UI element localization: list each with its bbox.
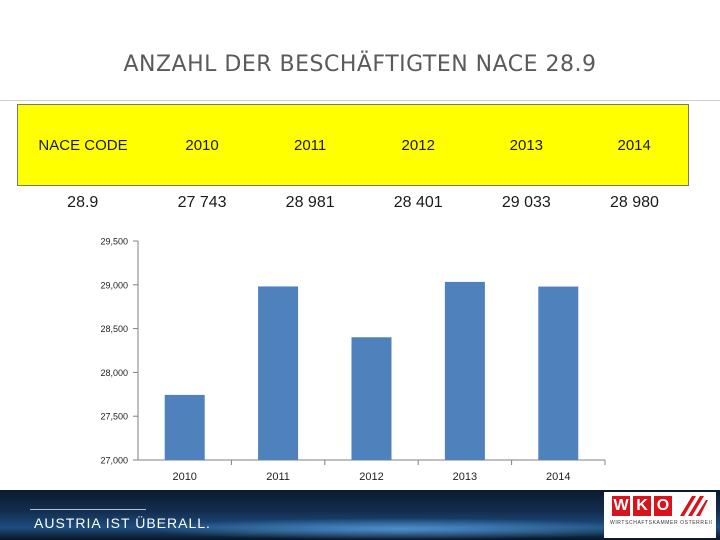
logo-letter: W <box>612 496 630 516</box>
logo-letter: K <box>633 496 651 516</box>
table-header-cell: 2013 <box>472 104 581 186</box>
bar <box>258 286 299 460</box>
table-header-cell: NACE CODE <box>17 104 148 186</box>
footer-banner <box>0 490 720 540</box>
y-tick-label: 28,000 <box>100 368 128 378</box>
table-header-cell: 2011 <box>256 104 365 186</box>
x-tick-label: 2012 <box>359 471 383 483</box>
bar <box>351 337 392 460</box>
bar <box>164 394 205 460</box>
x-tick-label: 2013 <box>453 471 477 483</box>
y-tick-label: 27,000 <box>100 456 128 466</box>
slogan: AUSTRIA IST ÜBERALL. <box>34 515 211 531</box>
table-cell: 28 401 <box>393 194 443 211</box>
slogan-divider <box>30 509 146 510</box>
table-header-cell: 2012 <box>364 104 473 186</box>
bar-chart: 27,000 27,500 28,000 28,500 29,000 29,500 2010… <box>100 237 606 483</box>
table-cell: 29 033 <box>501 194 551 211</box>
y-tick-label: 28,500 <box>100 324 128 334</box>
logo-letters: W K O <box>612 496 672 516</box>
table-header-row: NACE CODE 2010 2011 2012 2013 2014 <box>17 104 690 186</box>
table-cell: 28 981 <box>285 194 335 211</box>
wko-logo: W K O WIRTSCHAFTSKAMMER ÖSTERREICH <box>604 492 716 538</box>
logo-swoosh-icon <box>680 496 708 516</box>
x-tick-label: 2011 <box>266 471 290 483</box>
table-cell: 27 743 <box>177 194 227 211</box>
table-cell: 28 980 <box>609 194 659 211</box>
y-tick-label: 29,000 <box>100 280 128 290</box>
earth-glow <box>140 518 660 540</box>
x-tick-label: 2010 <box>172 471 196 483</box>
y-tick-label: 27,500 <box>100 412 128 422</box>
x-tick-label: 2014 <box>546 471 570 483</box>
data-table: NACE CODE 2010 2011 2012 2013 2014 28.9 … <box>17 104 690 215</box>
table-row: 28.9 27 743 28 981 28 401 29 033 28 980 <box>18 186 689 215</box>
bar <box>444 281 485 460</box>
y-tick-label: 29,500 <box>100 237 128 247</box>
table-header-cell: 2010 <box>148 104 257 186</box>
title-divider <box>0 100 720 101</box>
page-title: ANZAHL DER BESCHÄFTIGTEN NACE 28.9 <box>123 52 597 77</box>
table-cell: 28.9 <box>67 194 99 211</box>
logo-subtitle: WIRTSCHAFTSKAMMER ÖSTERREICH <box>610 520 712 526</box>
logo-letter: O <box>654 496 672 516</box>
bar <box>538 286 579 460</box>
table-header-cell: 2014 <box>580 104 690 186</box>
